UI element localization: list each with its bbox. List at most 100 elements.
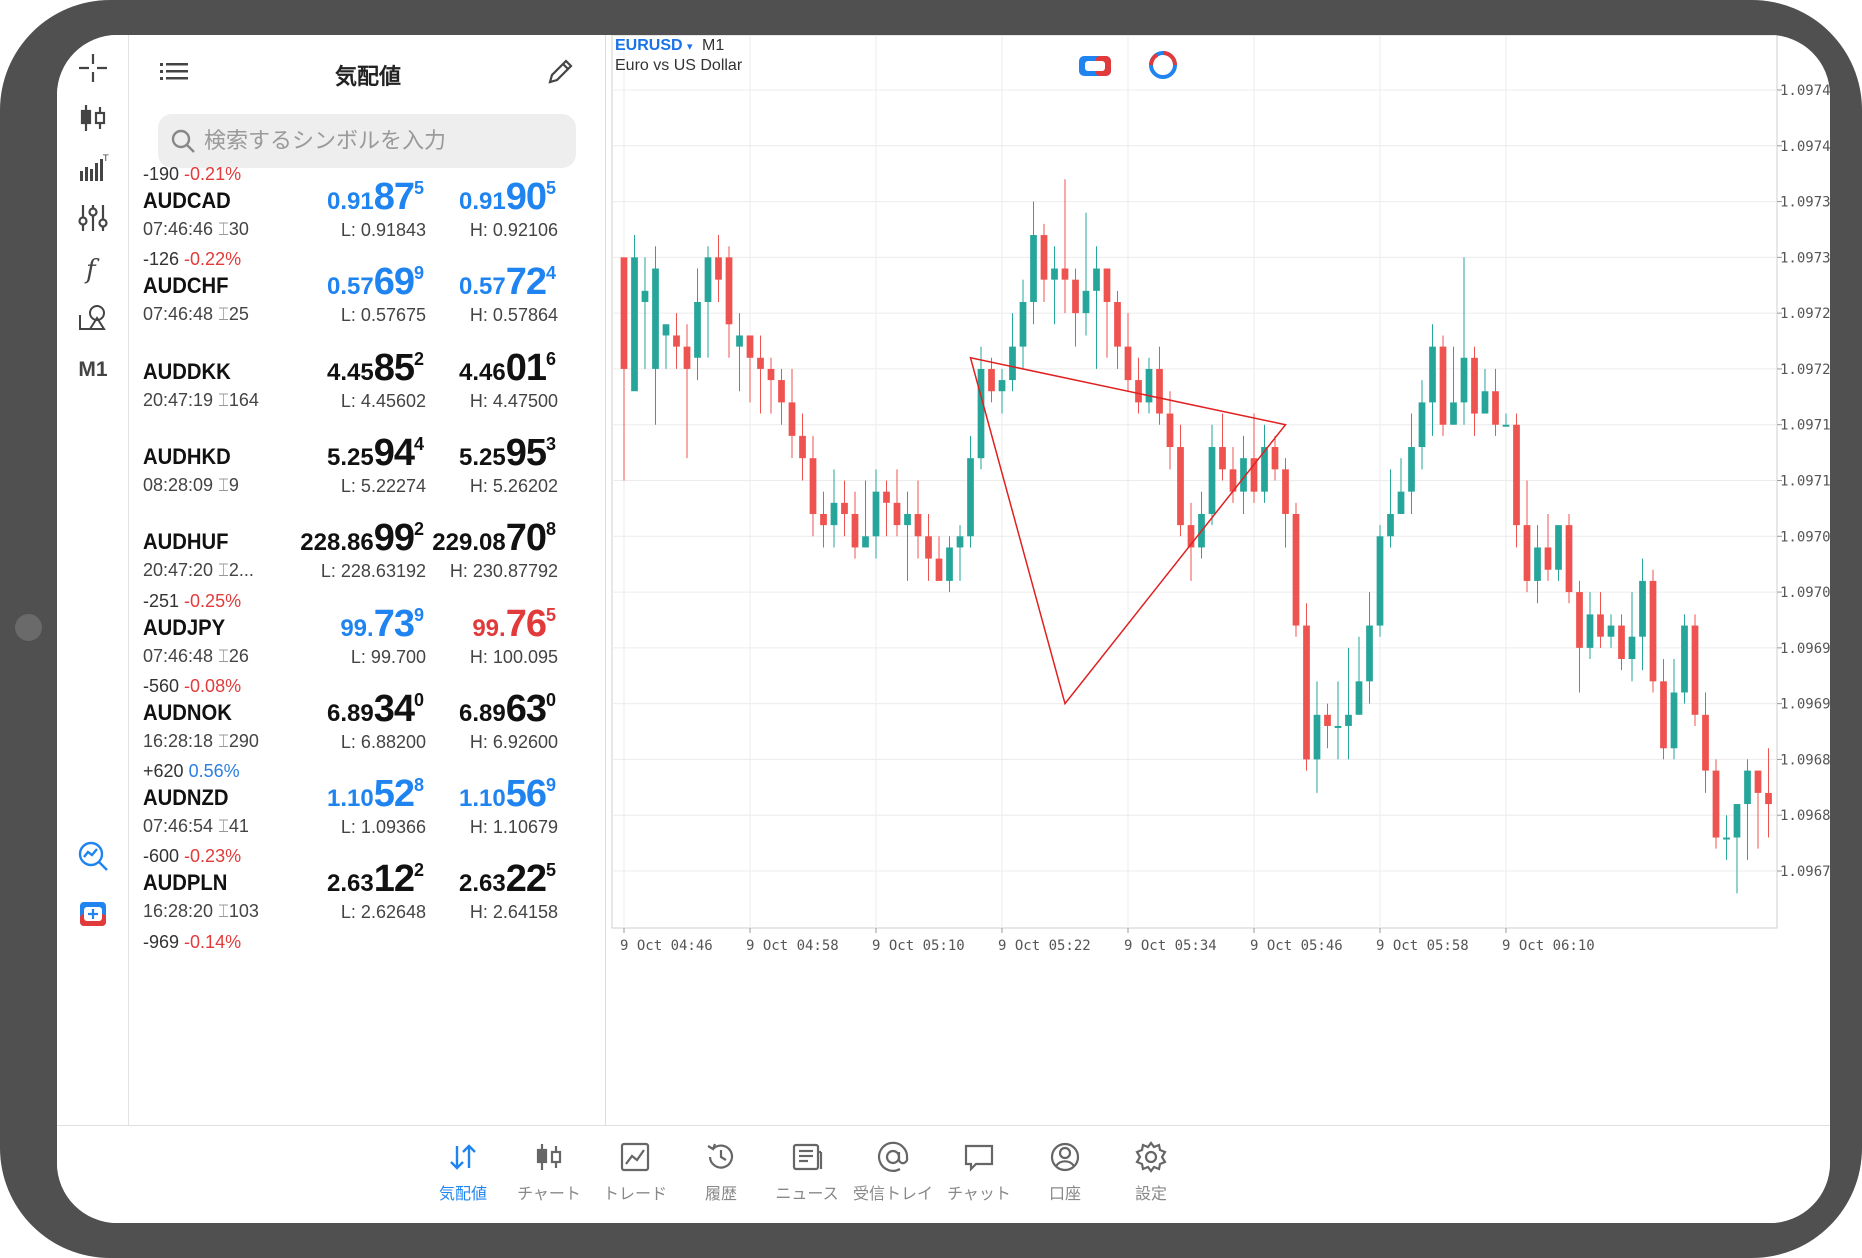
quote-row-audchf[interactable]: -126 -0.22% AUDCHF 07:46:48 ⌶25 0.57699 0.57… [130,249,605,350]
daily-high: H: 0.92106 [469,220,558,240]
candle-body [1597,614,1604,637]
quotes-arrows-icon [450,1144,476,1170]
chart-area[interactable]: 1.09745 1.09740 1.09735 1.09730 1.09725 1.097… [607,35,1830,1125]
ask-price-prefix: 4.46 [458,358,506,386]
ask-price[interactable]: 99.765 [472,603,556,647]
chart-type-candles-icon[interactable] [66,95,120,141]
bid-price[interactable]: 228.86992 [300,517,424,561]
ask-price[interactable]: 0.91905 [459,176,556,220]
market-watch-search-icon[interactable] [66,833,120,879]
tab-quotes-arrows[interactable]: 気配値 [418,1134,508,1214]
tab-candles[interactable]: チャート [504,1134,594,1214]
tab-account[interactable]: 口座 [1020,1134,1110,1214]
search-input[interactable] [204,128,564,154]
news-icon [792,1143,823,1171]
quote-row-auddkk[interactable]: AUDDKK 20:47:19 ⌶164 4.45852 4.46016 L: 4.45… [130,335,605,436]
bid-price[interactable]: 5.25944 [327,432,424,476]
quote-row-audnzd[interactable]: +620 0.56% AUDNZD 07:46:54 ⌶41 1.10528 1.105… [130,761,605,862]
bid-price[interactable]: 2.63122 [327,858,424,902]
bid-price-pips: 34 [373,687,415,730]
spread-icon: ⌶ [218,560,229,581]
svg-text:T: T [102,154,109,164]
candles-icon [536,1144,562,1170]
candle-body [767,368,775,381]
bid-price[interactable]: 4.45852 [327,347,424,391]
price-chart[interactable]: 1.09745 1.09740 1.09735 1.09730 1.09725 1.097… [607,35,1830,1125]
x-tick-label: 9 Oct 04:46 [620,938,713,954]
ask-price-point: 6 [545,348,556,369]
candle-body [830,502,838,526]
x-tick-label: 9 Oct 04:58 [746,938,839,954]
quote-row-audjpy[interactable]: -251 -0.25% AUDJPY 07:46:48 ⌶26 99.739 99.76… [130,591,605,692]
account-icon [1050,1142,1080,1172]
bid-price[interactable]: 99.739 [340,603,424,647]
chart-symbol[interactable]: EURUSD ▾ [615,37,693,55]
ask-price-pips: 56 [505,773,547,816]
quote-row-audhuf[interactable]: AUDHUF 20:47:20 ⌶2... 228.86992 229.08708 L:… [130,505,605,606]
candle-body [683,346,691,369]
quote-row-audcad[interactable]: -190 -0.21% AUDCAD 07:46:46 ⌶30 0.91875 0.91… [130,164,605,265]
candle-body [1523,525,1531,581]
quote-row-audhkd[interactable]: AUDHKD 08:28:09 ⌶9 5.25944 5.25953 L: 5.2227… [130,420,605,521]
candle-body [809,458,817,514]
crosshair-icon[interactable] [66,45,120,91]
settings-sliders-icon[interactable] [66,195,120,241]
tab-gear[interactable]: 設定 [1106,1134,1196,1214]
tab-news[interactable]: ニュース [762,1134,852,1214]
candle-body [652,268,659,369]
tab-history-clock[interactable]: 履歴 [676,1134,766,1214]
chat-icon [964,1144,994,1172]
x-tick-label: 9 Oct 06:10 [1502,938,1595,954]
one-click-trade-icon[interactable] [66,891,120,937]
tab-at[interactable]: 受信トレイ [848,1134,938,1214]
bid-price[interactable]: 0.91875 [327,176,424,220]
candle-body [778,380,785,403]
quote-row-more[interactable]: -969 -0.14% [130,931,605,1033]
candle-body [1565,525,1573,593]
ask-price[interactable]: 2.63225 [459,858,556,902]
candle-body [1628,636,1636,660]
daily-high: H: 1.10679 [469,817,558,838]
trade-levels-toggle-icon[interactable] [1147,49,1179,81]
quote-meta: 07:46:48 ⌶25 [143,304,249,325]
tab-trade-graph[interactable]: トレード [590,1134,680,1214]
ask-price[interactable]: 229.08708 [432,517,556,561]
tab-label: トレード [602,1186,667,1203]
edit-pencil-icon[interactable] [545,57,575,87]
ask-price[interactable]: 5.25953 [459,432,556,476]
one-click-trading-toggle-icon[interactable] [1077,50,1113,80]
bid-price[interactable]: 0.57699 [327,261,424,305]
candle-body [1040,235,1048,280]
quote-row-audpln[interactable]: -600 -0.23% AUDPLN 16:28:20 ⌶103 2.63122 2.6… [130,846,605,947]
symbol-name: AUDNOK [143,699,232,725]
timeframe-button[interactable]: M1 [66,347,120,393]
daily-low: L: 99.700 [350,646,426,667]
bid-price[interactable]: 6.89340 [327,688,424,732]
candle-body [998,380,1006,392]
change-percent: -0.14% [184,931,242,952]
spread-icon: ⌶ [218,389,229,410]
ask-price[interactable]: 6.89630 [459,688,556,732]
ask-price[interactable]: 4.46016 [459,347,556,391]
candle-body [1460,357,1468,403]
quote-time: 16:28:20 [143,901,214,922]
ask-price-point: 4 [545,263,556,284]
ask-price[interactable]: 0.57724 [459,261,556,305]
quote-row-audnok[interactable]: -560 -0.08% AUDNOK 16:28:18 ⌶290 6.89340 6.8… [130,676,605,777]
function-icon[interactable]: f [66,245,120,291]
list-menu-icon[interactable] [160,61,190,85]
bid-price[interactable]: 1.10528 [327,773,424,817]
indicators-bars-icon[interactable]: T [66,145,120,191]
candle-body [1019,301,1027,347]
ask-price-point: 5 [545,860,556,881]
tab-label: 受信トレイ [852,1186,933,1203]
bid-price-pips: 52 [373,773,415,816]
ask-price[interactable]: 1.10569 [459,773,556,817]
symbol-search-bar[interactable] [158,114,576,168]
objects-shapes-icon[interactable] [66,295,120,341]
spread-icon: ⌶ [218,219,229,239]
ask-price-point: 5 [545,604,556,625]
quote-meta: 20:47:20 ⌶2... [143,560,254,581]
quote-time: 20:47:19 [143,389,214,410]
tab-chat[interactable]: チャット [934,1134,1024,1214]
